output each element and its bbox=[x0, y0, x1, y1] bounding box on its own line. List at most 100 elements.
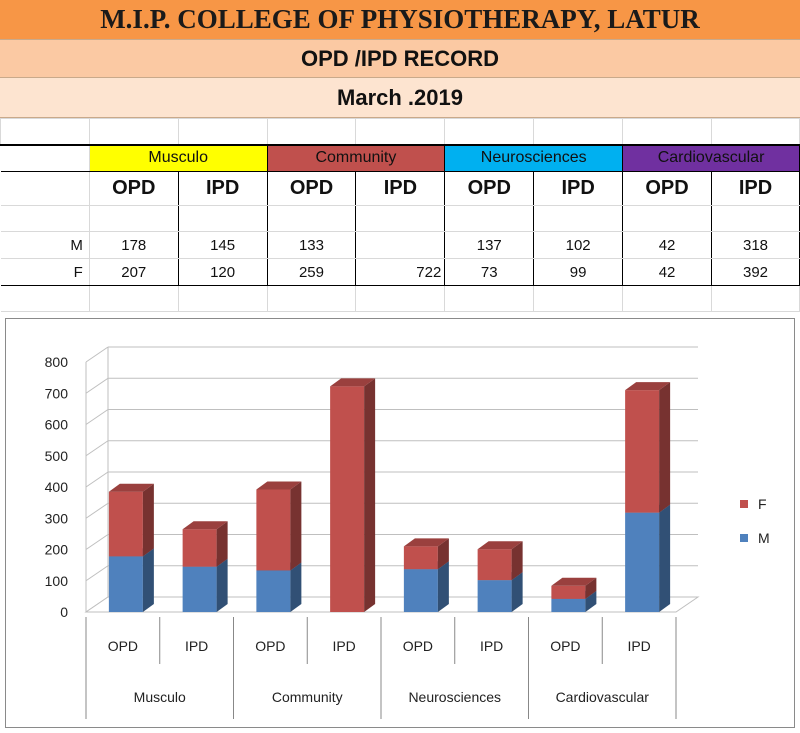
bar-m-side bbox=[585, 590, 597, 612]
bar-f-top bbox=[182, 521, 228, 530]
table-cell: 145 bbox=[177, 231, 268, 259]
opd-ipd-table: Musculo Community Neurosciences Cardiova… bbox=[0, 118, 800, 312]
x-tick-label: OPD bbox=[550, 638, 580, 654]
bar-m-front bbox=[625, 512, 660, 612]
y-tick-label: 200 bbox=[45, 542, 69, 558]
category-neurosciences: Neurosciences bbox=[444, 143, 624, 172]
table-empty-row bbox=[0, 205, 800, 232]
bar-f-front bbox=[551, 585, 586, 599]
group-label: Cardiovascular bbox=[556, 689, 650, 705]
y-tick-label: 500 bbox=[45, 448, 69, 464]
bar-f-top bbox=[403, 538, 449, 547]
y-tick-label: 300 bbox=[45, 510, 69, 526]
group-label: Community bbox=[272, 689, 343, 705]
chart-floor bbox=[84, 596, 700, 613]
x-tick-label: IPD bbox=[627, 638, 650, 654]
corner-cell bbox=[0, 143, 90, 172]
bar-m-side bbox=[290, 562, 302, 612]
table-cell: 120 bbox=[177, 258, 268, 286]
bar-m-front bbox=[108, 556, 143, 612]
bar-f-side bbox=[659, 382, 671, 513]
bar-m-side bbox=[511, 572, 523, 612]
bar-f-top bbox=[108, 483, 154, 492]
bar-m-front bbox=[551, 598, 586, 612]
bar-f-top bbox=[551, 577, 597, 586]
x-tick-label: IPD bbox=[185, 638, 208, 654]
y-tick-label: 700 bbox=[45, 385, 69, 401]
bar-f-front bbox=[256, 489, 291, 571]
table-row-f: F 207 120 259 722 73 99 42 392 bbox=[0, 258, 800, 286]
bar-m-front bbox=[182, 566, 217, 612]
bar-f-side bbox=[437, 538, 449, 570]
legend-swatch bbox=[740, 500, 748, 508]
row-label: F bbox=[0, 258, 90, 286]
table-cell: 207 bbox=[88, 258, 179, 286]
bar-f-side bbox=[364, 378, 376, 612]
x-tick-label: OPD bbox=[403, 638, 433, 654]
y-tick-label: 100 bbox=[45, 573, 69, 589]
table-cell bbox=[355, 231, 446, 259]
group-label: Musculo bbox=[134, 689, 186, 705]
subheader-cell: IPD bbox=[177, 171, 268, 206]
bar-f-front bbox=[330, 386, 365, 612]
table-row-m: M 178 145 133 137 102 42 318 bbox=[0, 231, 800, 259]
gridline-depth bbox=[85, 377, 109, 394]
month-title-text: March .2019 bbox=[337, 84, 463, 110]
category-cardiovascular: Cardiovascular bbox=[622, 143, 800, 172]
subheader-row: OPD IPD OPD IPD OPD IPD OPD IPD bbox=[0, 171, 800, 206]
x-tick-label: OPD bbox=[108, 638, 138, 654]
bar-f-front bbox=[108, 491, 143, 557]
table-cell: 42 bbox=[622, 231, 713, 259]
bar-f-front bbox=[403, 546, 438, 570]
bar-m-front bbox=[403, 569, 438, 612]
legend-label: M bbox=[758, 530, 770, 546]
x-tick-label: OPD bbox=[255, 638, 285, 654]
bar-m-front bbox=[477, 580, 512, 612]
bar-f-front bbox=[477, 549, 512, 581]
bar-f-top bbox=[625, 382, 671, 391]
legend-label: F bbox=[758, 496, 767, 512]
table-cell: 722 bbox=[355, 258, 446, 286]
table-cell: 318 bbox=[711, 231, 800, 259]
x-tick-label: IPD bbox=[332, 638, 355, 654]
month-title: March .2019 bbox=[0, 78, 800, 118]
table-cell: 42 bbox=[622, 258, 713, 286]
record-title: OPD /IPD RECORD bbox=[0, 40, 800, 78]
category-community: Community bbox=[266, 143, 446, 172]
legend-swatch bbox=[740, 534, 748, 542]
bar-f-side bbox=[290, 481, 302, 571]
table-cell: 137 bbox=[444, 231, 535, 259]
bar-f-top bbox=[256, 481, 302, 490]
subheader-cell: IPD bbox=[355, 171, 446, 206]
table-cell: 133 bbox=[266, 231, 357, 259]
bar-m-side bbox=[659, 504, 671, 612]
category-musculo: Musculo bbox=[88, 143, 268, 172]
bar-f-front bbox=[625, 390, 660, 513]
bar-f-side bbox=[142, 483, 154, 557]
gridline-depth bbox=[85, 471, 109, 488]
x-tick-label: IPD bbox=[480, 638, 503, 654]
y-tick-label: 400 bbox=[45, 479, 69, 495]
table-empty-row bbox=[0, 285, 800, 312]
subheader-cell: OPD bbox=[444, 171, 535, 206]
bar-m-side bbox=[216, 558, 228, 612]
table-cell: 259 bbox=[266, 258, 357, 286]
gridline-depth bbox=[85, 534, 109, 550]
subheader-cell: OPD bbox=[622, 171, 713, 206]
subheader-cell: OPD bbox=[266, 171, 357, 206]
subheader-cell: IPD bbox=[711, 171, 800, 206]
bar-m-side bbox=[437, 561, 449, 612]
gridline-depth bbox=[85, 409, 109, 425]
subheader-cell: OPD bbox=[88, 171, 179, 206]
table-cell: 392 bbox=[711, 258, 800, 286]
table-cell: 73 bbox=[444, 258, 535, 286]
bar-f-side bbox=[511, 541, 523, 581]
bar-f-side bbox=[216, 521, 228, 567]
table-cell: 102 bbox=[533, 231, 624, 259]
y-tick-label: 600 bbox=[45, 417, 69, 433]
college-title-text: M.I.P. COLLEGE OF PHYSIOTHERAPY, LATUR bbox=[100, 4, 700, 34]
college-title: M.I.P. COLLEGE OF PHYSIOTHERAPY, LATUR bbox=[0, 0, 800, 40]
bar-m-side bbox=[142, 548, 154, 612]
subheader-cell: IPD bbox=[533, 171, 624, 206]
table-cell: 99 bbox=[533, 258, 624, 286]
